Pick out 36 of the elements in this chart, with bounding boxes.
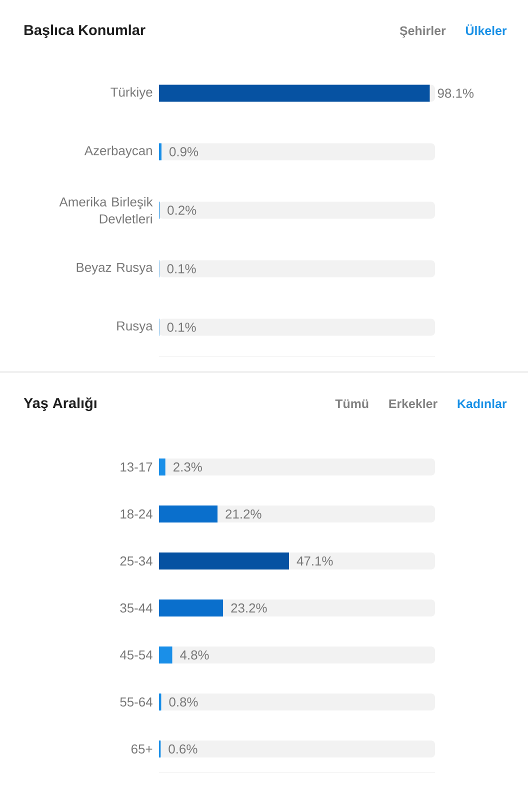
text: Şehirler <box>400 26 446 38</box>
chart-title: Yaş Aralığı <box>24 397 96 412</box>
data-label: 47.1% <box>296 556 333 566</box>
data-label: 2.3% <box>174 462 202 472</box>
text: Kadınlar <box>458 398 507 408</box>
data-label: 21.2% <box>226 509 262 519</box>
chart-title: Başlıca Konumlar <box>24 24 146 38</box>
y-tick-label: 18-24 <box>120 509 152 519</box>
bar <box>159 458 166 476</box>
y-tick-label: Rusya <box>117 321 153 334</box>
data-label: 0.8% <box>169 697 198 707</box>
y-tick-label: Beyaz Rusya <box>76 262 153 275</box>
y-tick-label: 35-44 <box>120 603 152 613</box>
y-tick-label: 13-17 <box>120 462 152 472</box>
text: Ülkeler <box>466 24 507 36</box>
data-label: 0.1% <box>167 264 196 274</box>
data-label: 23.2% <box>231 603 267 613</box>
data-label: 0.1% <box>167 322 196 332</box>
y-tick-label: Türkiye <box>110 87 152 100</box>
y-tick-label: 25-34 <box>120 556 152 566</box>
data-label: 0.9% <box>170 147 198 156</box>
y-tick-label: Amerika Birleşik Devletleri <box>59 197 153 224</box>
text: Erkekler <box>389 398 438 408</box>
y-tick-label: 65+ <box>131 744 152 754</box>
y-tick-label: 45-54 <box>120 650 152 660</box>
bar <box>159 506 218 523</box>
text: Tümü <box>335 399 368 408</box>
y-tick-label: 55-64 <box>120 697 152 707</box>
data-label: 0.6% <box>168 744 198 754</box>
data-label: 98.1% <box>438 88 474 98</box>
bar <box>159 84 430 102</box>
bar <box>159 600 224 617</box>
bar <box>159 646 172 664</box>
data-label: 0.2% <box>168 206 196 215</box>
data-label: 4.8% <box>180 650 209 660</box>
y-tick-label: Azerbaycan <box>84 146 152 158</box>
